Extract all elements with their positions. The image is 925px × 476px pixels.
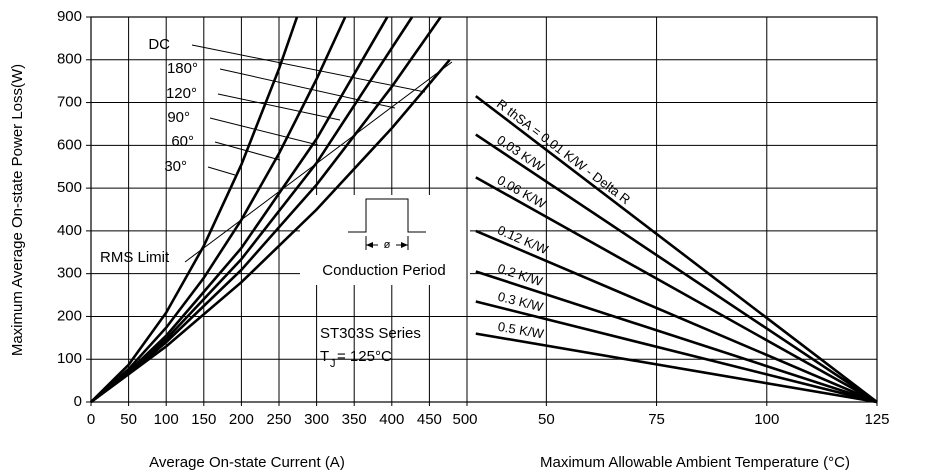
x-tick-label: 500 [452, 411, 477, 428]
x-tick-label: 250 [266, 411, 291, 428]
series-line [475, 229, 878, 404]
series-line [475, 133, 878, 404]
x-axis-label: Average On-state Current (A) [149, 454, 345, 471]
leader [219, 68, 396, 109]
annotation: J [330, 358, 336, 370]
annotation: ST303S Series [320, 325, 421, 342]
series-line [90, 16, 347, 403]
annotation: T [320, 348, 329, 365]
y-tick-label: 300 [57, 265, 82, 282]
series-line [475, 300, 878, 404]
y-tick-label: 500 [57, 179, 82, 196]
x-tick-label: 125 [864, 411, 889, 428]
y-axis-label: Maximum Average On-state Power Loss(W) [9, 64, 26, 356]
annotation: ø [384, 239, 391, 251]
y-tick-label: 700 [57, 94, 82, 111]
x-tick-label: 350 [342, 411, 367, 428]
legend-label: DC [148, 36, 170, 53]
annotation-bg [303, 262, 463, 280]
x-tick-label: 100 [154, 411, 179, 428]
leader [209, 117, 319, 146]
y-tick-label: 200 [57, 307, 82, 324]
x-tick-label: 100 [754, 411, 779, 428]
series-line [90, 16, 389, 404]
y-tick-label: 600 [57, 136, 82, 153]
y-tick-label: 0 [74, 393, 82, 410]
legend-label: 120° [166, 85, 197, 102]
x-axis-label: Maximum Allowable Ambient Temperature (°… [540, 454, 850, 471]
y-tick-label: 800 [57, 51, 82, 68]
series-line [90, 16, 299, 403]
leader [191, 44, 426, 93]
legend-label: 90° [167, 109, 190, 126]
y-tick-label: 400 [57, 222, 82, 239]
series-line [475, 270, 878, 404]
x-tick-label: 450 [417, 411, 442, 428]
legend-label: 60° [171, 133, 194, 150]
leader [207, 166, 236, 176]
x-tick-label: 200 [229, 411, 254, 428]
grid [91, 17, 877, 402]
x-tick-label: 150 [191, 411, 216, 428]
y-tick-label: 900 [57, 8, 82, 25]
y-tick-label: 100 [57, 350, 82, 367]
series-line [475, 176, 878, 404]
legend-label: 30° [164, 158, 187, 175]
x-tick-label: 50 [538, 411, 555, 428]
annotation: RMS Limit [100, 249, 170, 266]
x-tick-label: 0 [87, 411, 95, 428]
x-tick-label: 400 [379, 411, 404, 428]
annotation: Conduction Period [322, 262, 445, 279]
annotation: = 125°C [337, 348, 392, 365]
plot-frame [90, 16, 878, 403]
series-line [90, 58, 451, 404]
leader [217, 93, 341, 121]
x-tick-label: 75 [648, 411, 665, 428]
legend-label: 180° [167, 60, 198, 77]
x-tick-label: 300 [304, 411, 329, 428]
series-line [475, 332, 878, 404]
series-line [475, 95, 878, 404]
x-tick-label: 50 [120, 411, 137, 428]
